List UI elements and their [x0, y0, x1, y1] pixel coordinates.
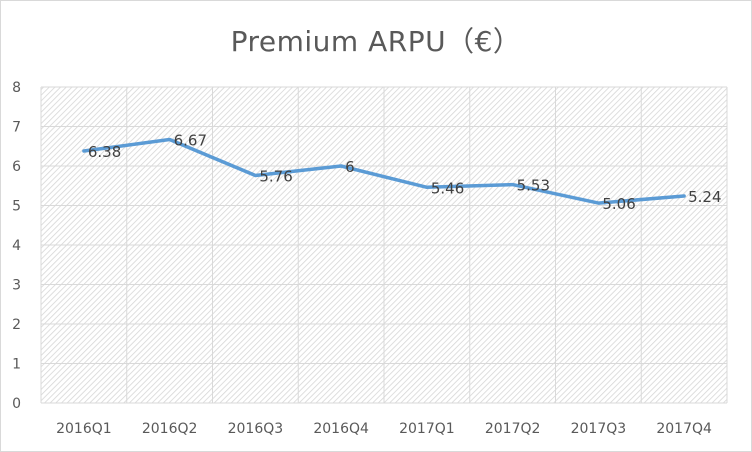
y-tick-label: 3 — [12, 278, 21, 294]
data-label: 6 — [345, 158, 355, 176]
data-label: 6.38 — [88, 143, 121, 161]
y-axis: 0 1 2 3 4 5 6 7 8 — [12, 80, 21, 412]
y-tick-label: 4 — [12, 238, 21, 254]
x-tick-label: 2017Q4 — [656, 421, 712, 437]
chart-title: Premium ARPU（€） — [230, 25, 522, 58]
y-tick-label: 8 — [12, 80, 21, 96]
data-label: 5.06 — [602, 195, 635, 213]
x-tick-label: 2016Q2 — [142, 421, 198, 437]
x-tick-label: 2016Q3 — [228, 421, 284, 437]
x-axis: 2016Q1 2016Q2 2016Q3 2016Q4 2017Q1 2017Q2 2017… — [56, 421, 712, 437]
data-label: 5.24 — [688, 188, 721, 206]
data-label: 5.76 — [259, 167, 292, 185]
data-labels: 6.38 6.67 5.76 6 5.46 5.53 5.06 5.24 — [83, 132, 722, 213]
data-label: 5.46 — [431, 179, 464, 197]
x-tick-label: 2016Q1 — [56, 421, 112, 437]
y-tick-label: 1 — [12, 357, 21, 373]
gridlines — [40, 86, 728, 404]
y-tick-label: 2 — [12, 317, 21, 333]
series-line — [82, 137, 686, 205]
y-tick-label: 0 — [12, 396, 21, 412]
data-label: 5.53 — [517, 177, 550, 195]
y-tick-label: 5 — [12, 199, 21, 215]
data-label: 6.67 — [174, 132, 207, 150]
y-tick-label: 6 — [12, 159, 21, 175]
series-layer — [82, 137, 686, 205]
x-tick-label: 2017Q2 — [485, 421, 541, 437]
y-tick-label: 7 — [12, 120, 21, 136]
x-tick-label: 2016Q4 — [313, 421, 369, 437]
x-tick-label: 2017Q3 — [571, 421, 627, 437]
x-tick-label: 2017Q1 — [399, 421, 455, 437]
